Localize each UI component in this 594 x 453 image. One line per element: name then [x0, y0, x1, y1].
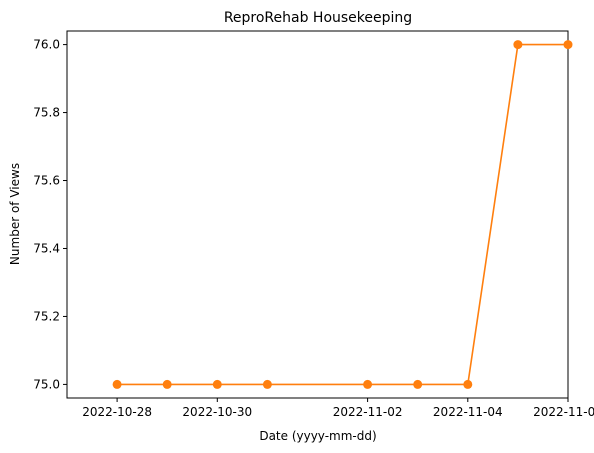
data-point — [563, 40, 573, 50]
data-point — [363, 379, 373, 389]
x-tick-label: 2022-11-06 — [533, 405, 594, 419]
data-point — [212, 379, 222, 389]
x-tick-label: 2022-11-02 — [333, 405, 403, 419]
y-tick-label: 76.0 — [33, 38, 60, 52]
data-point — [112, 379, 122, 389]
data-point — [463, 379, 473, 389]
x-axis: 2022-10-28 2022-10-30 2022-11-02 2022-11-04… — [82, 398, 594, 419]
y-tick-label: 75.8 — [33, 106, 60, 120]
y-tick-label: 75.4 — [33, 241, 60, 255]
chart-title: ReproRehab Housekeeping — [224, 10, 412, 26]
plot-area — [66, 30, 569, 399]
y-axis: 75.0 75.2 75.4 75.6 75.8 76.0 — [33, 38, 67, 391]
y-tick-label: 75.6 — [33, 174, 60, 188]
y-tick-label: 75.2 — [33, 309, 60, 323]
y-tick-label: 75.0 — [33, 377, 60, 391]
data-point — [513, 40, 523, 50]
x-axis-label: Date (yyyy-mm-dd) — [259, 429, 376, 443]
y-axis-label: Number of Views — [8, 163, 22, 265]
x-tick-label: 2022-10-28 — [82, 405, 152, 419]
data-point — [262, 379, 272, 389]
x-tick-label: 2022-11-04 — [433, 405, 503, 419]
series-layer — [112, 40, 573, 389]
data-point — [413, 379, 423, 389]
x-tick-label: 2022-10-30 — [182, 405, 252, 419]
data-point — [162, 379, 172, 389]
